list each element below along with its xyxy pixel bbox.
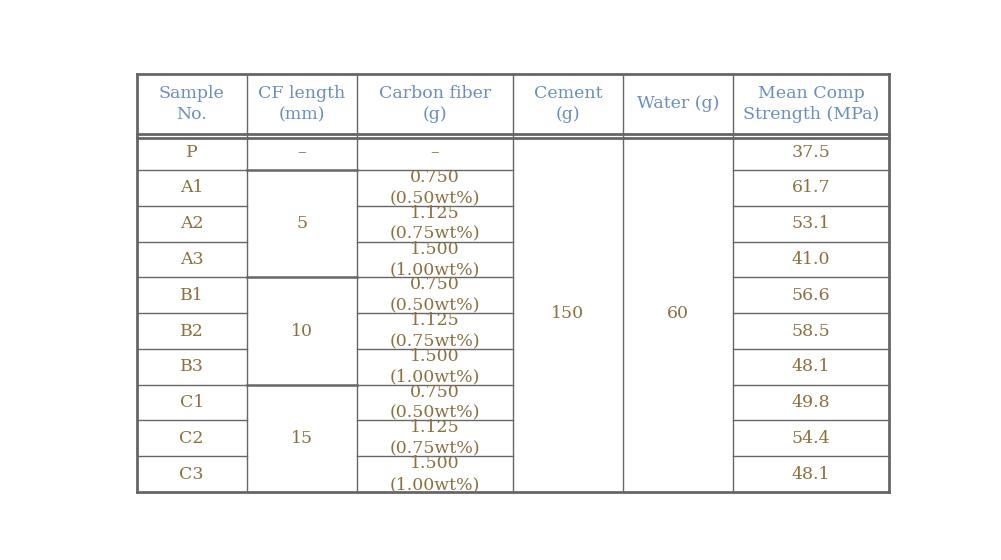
Text: 5: 5 — [296, 215, 307, 232]
Text: 48.1: 48.1 — [792, 465, 830, 483]
Text: 15: 15 — [290, 430, 312, 447]
Text: 48.1: 48.1 — [792, 358, 830, 375]
Text: 49.8: 49.8 — [792, 394, 830, 411]
Text: C3: C3 — [179, 465, 204, 483]
Text: P: P — [186, 144, 197, 161]
Text: CF length
(mm): CF length (mm) — [258, 85, 345, 123]
Text: 37.5: 37.5 — [792, 144, 831, 161]
Text: Cement
(g): Cement (g) — [534, 85, 603, 123]
Text: 58.5: 58.5 — [792, 323, 831, 339]
Text: 54.4: 54.4 — [792, 430, 830, 447]
Text: –: – — [430, 144, 439, 161]
Text: A2: A2 — [180, 215, 203, 232]
Text: 150: 150 — [552, 305, 585, 321]
Text: Mean Comp
Strength (MPa): Mean Comp Strength (MPa) — [743, 85, 879, 123]
Text: 1.125
(0.75wt%): 1.125 (0.75wt%) — [389, 419, 480, 457]
Text: A3: A3 — [180, 251, 203, 268]
Text: B1: B1 — [180, 287, 203, 304]
Text: 10: 10 — [290, 323, 312, 339]
Text: 0.750
(0.50wt%): 0.750 (0.50wt%) — [389, 169, 480, 207]
Text: 1.500
(1.00wt%): 1.500 (1.00wt%) — [389, 455, 479, 493]
Text: 60: 60 — [667, 305, 689, 321]
Text: Sample
No.: Sample No. — [159, 85, 224, 123]
Text: Water (g): Water (g) — [637, 96, 719, 113]
Text: A1: A1 — [180, 179, 203, 197]
Text: C1: C1 — [179, 394, 204, 411]
Text: –: – — [297, 144, 306, 161]
Text: 1.125
(0.75wt%): 1.125 (0.75wt%) — [389, 312, 480, 350]
Text: 41.0: 41.0 — [792, 251, 830, 268]
Text: 53.1: 53.1 — [792, 215, 831, 232]
Text: C2: C2 — [179, 430, 204, 447]
Text: 1.125
(0.75wt%): 1.125 (0.75wt%) — [389, 205, 480, 242]
Text: Carbon fiber
(g): Carbon fiber (g) — [378, 85, 490, 123]
Text: 61.7: 61.7 — [792, 179, 830, 197]
Text: 1.500
(1.00wt%): 1.500 (1.00wt%) — [389, 348, 479, 386]
Text: B3: B3 — [180, 358, 203, 375]
Text: B2: B2 — [180, 323, 203, 339]
Text: 56.6: 56.6 — [792, 287, 830, 304]
Text: 0.750
(0.50wt%): 0.750 (0.50wt%) — [389, 384, 480, 422]
Text: 1.500
(1.00wt%): 1.500 (1.00wt%) — [389, 241, 479, 278]
Text: 0.750
(0.50wt%): 0.750 (0.50wt%) — [389, 276, 480, 314]
